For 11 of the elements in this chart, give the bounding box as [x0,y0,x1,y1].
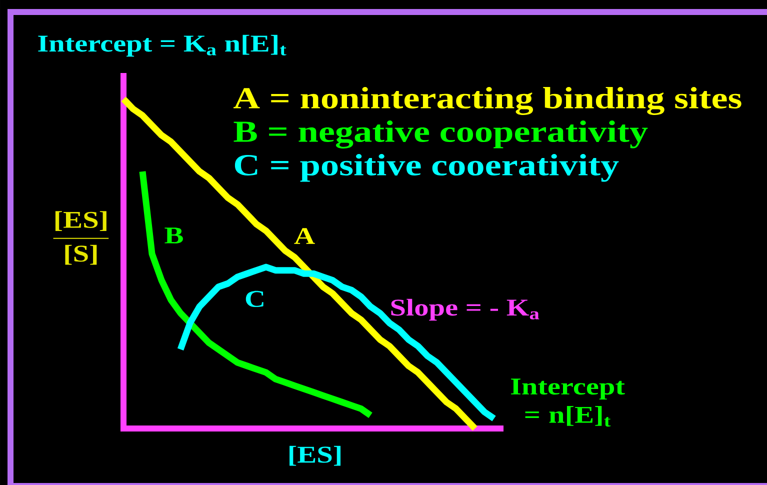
text: Intercept = n[E]$_{t}$ [511,378,625,427]
text: B = negative cooperativity [234,120,648,148]
x-axis-title: [ES] [290,446,341,466]
y-axis-title: $\frac{\text{[ES]}}{\text{[S]}}$ [53,211,109,265]
text: Intercept = K$_{a}$ n[E]$_{t}$ [38,34,286,57]
annotation: B [164,228,183,244]
annotation: A [294,228,315,244]
annotation: C [246,290,264,308]
text: C = positive cooerativity [234,154,619,182]
annotation: Slope = - K$_{a}$ [391,298,540,321]
text: A = noninteracting binding sites [234,87,742,115]
